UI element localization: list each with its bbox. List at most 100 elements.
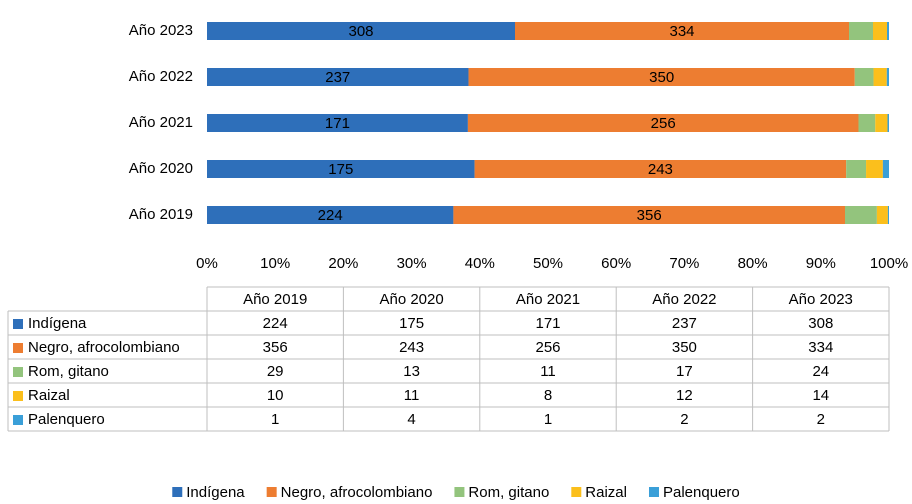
table-cell: 243	[399, 339, 424, 356]
table-cell: 1	[544, 411, 552, 428]
table-cell: 14	[812, 387, 829, 404]
legend-key	[172, 487, 183, 497]
legend-key	[454, 487, 465, 497]
bar-segment	[207, 206, 454, 224]
bar-segment	[887, 22, 889, 40]
legend-label: Rom, gitano	[468, 484, 549, 501]
bar-segment	[207, 22, 515, 40]
table-cell: 4	[407, 411, 415, 428]
x-tick-label: 0%	[196, 255, 218, 272]
x-tick-label: 50%	[533, 255, 563, 272]
table-cell: 13	[403, 363, 420, 380]
x-tick-label: 10%	[260, 255, 290, 272]
bar-segment	[468, 68, 855, 86]
bar-segment	[207, 160, 475, 178]
data-label: 224	[318, 207, 343, 224]
data-label: 256	[651, 115, 676, 132]
bar-segment	[467, 114, 859, 132]
table-header: Año 2020	[379, 291, 443, 308]
table-cell: 12	[676, 387, 693, 404]
bar-segment	[515, 22, 849, 40]
table-cell: 17	[676, 363, 693, 380]
table-row-header: Indígena	[28, 315, 87, 332]
bar-segment	[845, 206, 877, 224]
table-cell: 175	[399, 315, 424, 332]
x-tick-label: 100%	[870, 255, 908, 272]
table-cell: 356	[263, 339, 288, 356]
data-label: 356	[637, 207, 662, 224]
x-tick-label: 60%	[601, 255, 631, 272]
y-tick-label: Año 2022	[129, 68, 193, 85]
table-cell: 24	[812, 363, 829, 380]
data-label: 243	[648, 161, 673, 178]
x-tick-label: 20%	[328, 255, 358, 272]
data-label: 334	[669, 23, 694, 40]
table-row-header: Palenquero	[28, 411, 105, 428]
data-label: 237	[325, 69, 350, 86]
table-row-header: Rom, gitano	[28, 363, 109, 380]
bar-segment	[873, 68, 887, 86]
bar-segment	[858, 114, 876, 132]
bar-segment	[866, 160, 883, 178]
legend-label: Negro, afrocolombiano	[281, 484, 433, 501]
legend-label: Raizal	[585, 484, 627, 501]
table-cell: 11	[404, 387, 420, 404]
table-header: Año 2021	[516, 291, 580, 308]
table-cell: 2	[680, 411, 688, 428]
table-legend-key	[13, 319, 23, 329]
table-cell: 10	[267, 387, 284, 404]
x-tick-label: 90%	[806, 255, 836, 272]
table-cell: 224	[263, 315, 288, 332]
bar-segment	[474, 160, 847, 178]
bar-segment	[882, 160, 889, 178]
table-row-header: Raizal	[28, 387, 70, 404]
bar-segment	[453, 206, 845, 224]
x-tick-label: 70%	[669, 255, 699, 272]
table-cell: 237	[672, 315, 697, 332]
table-cell: 256	[535, 339, 560, 356]
data-label: 308	[348, 23, 373, 40]
table-row-header: Negro, afrocolombiano	[28, 339, 180, 356]
y-tick-label: Año 2020	[129, 160, 193, 177]
table-legend-key	[13, 343, 23, 353]
data-label: 350	[649, 69, 674, 86]
table-cell: 29	[267, 363, 284, 380]
table-cell: 11	[540, 363, 556, 380]
table-cell: 350	[672, 339, 697, 356]
y-tick-label: Año 2023	[129, 22, 193, 39]
y-tick-label: Año 2019	[129, 206, 193, 223]
data-label: 175	[328, 161, 353, 178]
table-cell: 171	[535, 315, 560, 332]
table-cell: 308	[808, 315, 833, 332]
legend: Indígena Negro, afrocolombiano Rom, gitano…	[172, 484, 740, 501]
table-legend-key	[13, 415, 23, 425]
legend-label: Palenquero	[663, 484, 740, 501]
table-cell: 8	[544, 387, 552, 404]
bar-segment	[207, 114, 468, 132]
bar-segment	[846, 160, 867, 178]
data-label: 171	[325, 115, 350, 132]
legend-label: Indígena	[186, 484, 245, 501]
bar-segment	[875, 114, 888, 132]
bar-segment	[887, 206, 889, 224]
table-header: Año 2023	[789, 291, 853, 308]
legend-key	[648, 487, 659, 497]
bar-segment	[854, 68, 874, 86]
y-tick-label: Año 2021	[129, 114, 193, 131]
x-tick-label: 80%	[738, 255, 768, 272]
bar-segment	[873, 22, 887, 40]
table-header: Año 2022	[652, 291, 716, 308]
table-cell: 2	[817, 411, 825, 428]
legend-key	[571, 487, 582, 497]
bar-segment	[207, 68, 469, 86]
x-tick-label: 30%	[397, 255, 427, 272]
table-header: Año 2019	[243, 291, 307, 308]
table-cell: 334	[808, 339, 833, 356]
legend-key	[266, 487, 277, 497]
bar-segment	[849, 22, 873, 40]
table-legend-key	[13, 367, 23, 377]
bar-segment	[876, 206, 888, 224]
x-tick-label: 40%	[465, 255, 495, 272]
bar-segment	[886, 68, 889, 86]
table-legend-key	[13, 391, 23, 401]
